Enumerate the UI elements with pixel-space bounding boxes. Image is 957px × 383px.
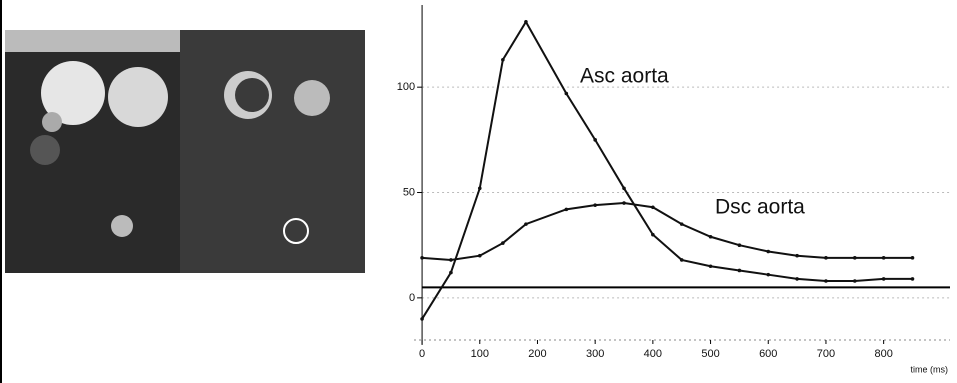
data-point xyxy=(449,271,453,275)
data-point xyxy=(449,258,453,262)
data-point xyxy=(478,254,482,258)
data-point xyxy=(709,264,713,268)
figure: Asc aorta Dsc aorta time (ms) 0 50 100 0 100… xyxy=(0,0,957,383)
data-point xyxy=(738,243,742,247)
x-tick-label: 400 xyxy=(644,348,662,360)
data-point xyxy=(824,256,828,260)
data-point xyxy=(680,258,684,262)
y-tick-label: 0 xyxy=(409,292,415,304)
data-point xyxy=(795,254,799,258)
x-tick-label: 300 xyxy=(586,348,604,360)
x-tick-label: 800 xyxy=(874,348,892,360)
series-line xyxy=(422,203,912,260)
data-point xyxy=(420,317,424,321)
data-point xyxy=(766,273,770,277)
data-point xyxy=(501,241,505,245)
data-point xyxy=(766,250,770,254)
mri-images xyxy=(5,30,365,273)
data-point xyxy=(911,277,915,281)
data-point xyxy=(853,256,857,260)
annotation: Asc aorta xyxy=(580,65,669,88)
x-tick-label: 0 xyxy=(419,348,425,360)
data-point xyxy=(501,58,505,62)
data-point xyxy=(738,269,742,273)
chart: Asc aorta Dsc aorta time (ms) 0 50 100 0 100… xyxy=(0,0,957,383)
data-point xyxy=(593,203,597,207)
data-point xyxy=(420,256,424,260)
y-tick-label: 100 xyxy=(397,81,415,93)
data-point xyxy=(622,201,626,205)
data-point xyxy=(651,205,655,209)
data-point xyxy=(593,138,597,142)
data-point xyxy=(853,279,857,283)
data-point xyxy=(911,256,915,260)
data-point xyxy=(524,20,528,24)
x-tick-label: 700 xyxy=(817,348,835,360)
data-point xyxy=(622,187,626,191)
y-tick-label: 50 xyxy=(403,186,415,198)
data-point xyxy=(478,187,482,191)
x-tick-label: 200 xyxy=(528,348,546,360)
x-tick-label: 600 xyxy=(759,348,777,360)
data-point xyxy=(709,235,713,239)
data-point xyxy=(565,208,569,212)
data-point xyxy=(795,277,799,281)
x-tick-label: 100 xyxy=(471,348,489,360)
x-axis-label: time (ms) xyxy=(911,364,949,374)
data-point xyxy=(524,222,528,226)
data-point xyxy=(565,92,569,96)
data-point xyxy=(882,256,886,260)
data-point xyxy=(680,222,684,226)
data-point xyxy=(824,279,828,283)
annotation: Dsc aorta xyxy=(715,196,805,219)
data-point xyxy=(651,233,655,237)
data-point xyxy=(882,277,886,281)
x-tick-label: 500 xyxy=(701,348,719,360)
